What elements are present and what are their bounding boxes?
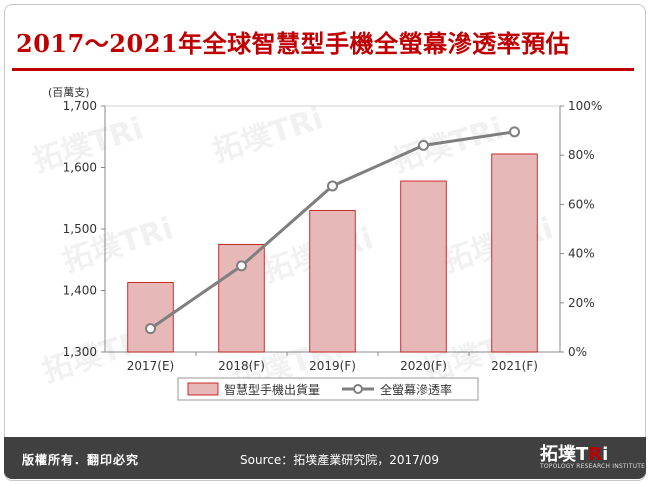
x-tick-label: 2021(F) [491,359,538,373]
y-right-tick-label: 40% [568,247,595,261]
line-point [418,139,429,151]
x-tick-label: 2019(F) [309,359,356,373]
logo-wordmark: 拓墣TRi [540,444,609,465]
chart-title: 2017～2021年全球智慧型手機全螢幕滲透率預估 [16,29,571,58]
y-left-tick-label: 1,700 [63,99,97,113]
y-left-tick-label: 1,400 [63,284,97,298]
bar-series [127,153,538,353]
legend-swatch-marker [353,384,363,394]
bar [491,153,538,353]
legend-box [177,377,479,401]
line-point [327,180,338,192]
line-series [145,126,520,335]
footer-bar: 版權所有．翻印必究 Source：拓墣產業研究院，2017/09 拓墣TRi T… [4,437,646,479]
source-text: Source：拓墣產業研究院，2017/09 [240,453,440,467]
x-tick-label: 2017(E) [127,359,174,373]
y-right-tick-label: 100% [568,99,602,113]
y-right-tick-label: 20% [568,296,595,310]
y-right-tick-label: 60% [568,197,595,211]
logo-subtitle: TOPOLOGY RESEARCH INSTITUTE [540,463,646,470]
x-tick-label: 2018(F) [218,359,265,373]
bar [309,210,356,353]
line-point [236,260,247,272]
y-left-tick-label: 1,500 [63,222,97,236]
title-underline [12,68,634,71]
y-left-tick-label: 1,600 [63,161,97,175]
copyright-text: 版權所有．翻印必究 [22,453,140,467]
y-axis-left: 1,300 1,400 1,500 1,600 1,700 [63,99,105,359]
line-point [509,126,520,138]
legend: 智慧型手機出貨量 全螢幕滲透率 [177,377,479,401]
line-point [145,323,156,335]
y-axis-unit-label: (百萬支) [48,86,90,99]
legend-swatch-bar [187,382,219,396]
legend-label-bar: 智慧型手機出貨量 [224,382,320,397]
y-axis-right: 0% 20% 40% 60% 80% 100% [560,99,602,359]
bar [400,180,447,353]
y-right-tick-label: 0% [568,345,587,359]
tri-logo: 拓墣TRi TOPOLOGY RESEARCH INSTITUTE [540,440,645,476]
y-right-tick-label: 80% [568,148,595,162]
legend-label-line: 全螢幕滲透率 [380,382,452,397]
y-left-tick-label: 1,300 [63,345,97,359]
x-tick-label: 2020(F) [400,359,447,373]
x-axis: 2017(E) 2018(F) 2019(F) 2020(F) 2021(F) [127,352,538,373]
